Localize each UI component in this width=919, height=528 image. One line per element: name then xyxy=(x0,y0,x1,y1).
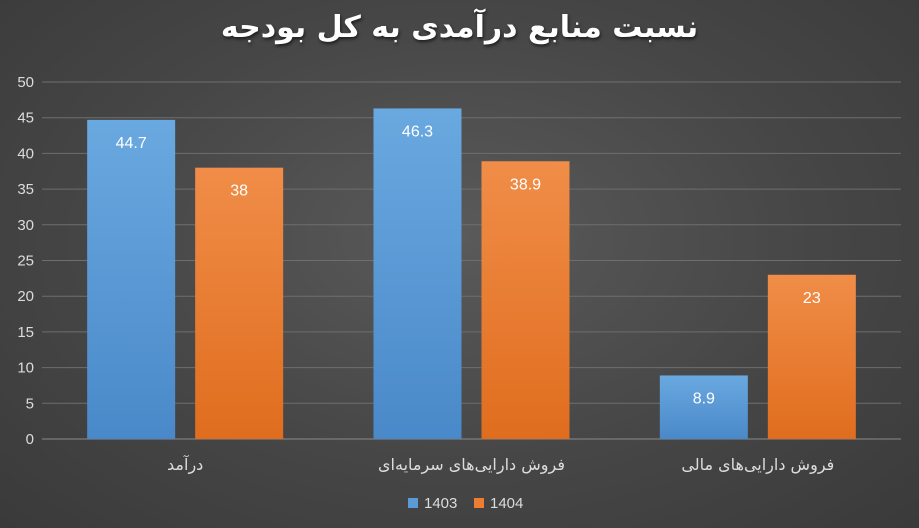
y-tick-label: 0 xyxy=(26,431,34,448)
bar-1404 xyxy=(195,167,284,439)
data-label: 38.9 xyxy=(510,176,541,193)
y-tick-label: 25 xyxy=(17,253,34,270)
bar-1404 xyxy=(481,161,570,439)
y-tick-label: 20 xyxy=(17,288,34,305)
y-tick-label: 40 xyxy=(17,145,34,162)
category-label: فروش دارایی‌های سرمایه‌ای xyxy=(378,455,565,475)
bar-1403 xyxy=(659,375,748,439)
y-tick-label: 35 xyxy=(17,181,34,198)
legend-swatch xyxy=(408,498,418,508)
data-label: 38 xyxy=(230,183,248,200)
y-tick-label: 50 xyxy=(17,74,34,91)
y-tick-label: 45 xyxy=(17,110,34,127)
y-tick-label: 5 xyxy=(26,395,34,412)
data-label: 8.9 xyxy=(693,390,715,407)
legend-label: 1403 xyxy=(424,495,457,512)
y-tick-label: 15 xyxy=(17,324,34,341)
legend-swatch xyxy=(474,498,484,508)
data-label: 23 xyxy=(803,290,821,307)
category-label: فروش دارایی‌های مالی xyxy=(681,455,834,475)
y-tick-label: 30 xyxy=(17,217,34,234)
legend-label: 1404 xyxy=(490,495,523,512)
data-label: 44.7 xyxy=(116,135,147,152)
bar-1404 xyxy=(767,274,856,439)
chart-title: نسبت منابع درآمدی به کل بودجه xyxy=(220,10,699,45)
bar-1403 xyxy=(373,108,462,439)
y-tick-label: 10 xyxy=(17,360,34,377)
bar-1403 xyxy=(87,119,176,439)
category-label: درآمد xyxy=(167,455,203,475)
data-label: 46.3 xyxy=(402,123,433,140)
